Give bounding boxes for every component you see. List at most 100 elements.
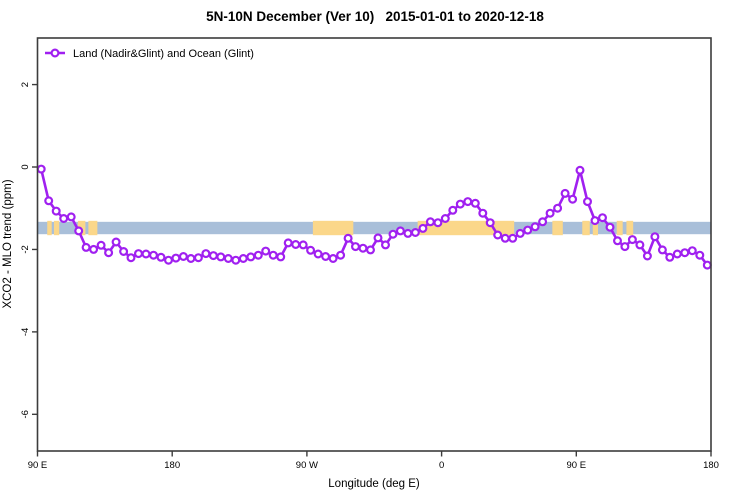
data-point	[418, 223, 428, 233]
data-point	[440, 214, 450, 224]
data-point	[433, 218, 443, 228]
land-segment	[47, 220, 52, 236]
data-point	[253, 250, 263, 260]
y-tick-label: -4	[20, 328, 31, 336]
data-point	[231, 255, 241, 265]
x-tick-label: 90 W	[296, 460, 318, 471]
chart-title: 5N-10N December (Ver 10) 2015-01-01 to 2…	[206, 9, 544, 24]
data-point	[313, 249, 323, 259]
data-point	[478, 208, 488, 218]
data-point	[500, 233, 510, 243]
data-point	[650, 232, 660, 242]
y-tick-label: -2	[20, 245, 31, 253]
data-point	[298, 240, 308, 250]
data-point	[358, 243, 368, 253]
data-point	[216, 252, 226, 262]
data-point	[485, 218, 495, 228]
data-point	[590, 216, 600, 226]
axes-layer: 90 E 180 90 W 0 90 E 180 2 0 -2 -4 -6	[20, 37, 719, 471]
x-tick-label: 0	[439, 460, 444, 471]
data-point	[560, 188, 570, 198]
data-point	[44, 196, 54, 206]
data-point	[66, 212, 76, 222]
data-point	[238, 254, 248, 264]
data-point	[672, 249, 682, 259]
data-point	[545, 208, 555, 218]
data-point	[351, 242, 361, 252]
land-segment	[53, 220, 60, 236]
y-tick-label: 0	[20, 164, 31, 169]
land-segment	[552, 220, 563, 236]
data-point	[104, 248, 114, 258]
data-point	[141, 249, 151, 259]
data-point	[223, 254, 233, 264]
data-point	[635, 240, 645, 250]
data-point	[373, 233, 383, 243]
data-point	[568, 194, 578, 204]
data-point	[268, 250, 278, 260]
data-point	[530, 222, 540, 232]
data-point	[687, 246, 697, 256]
data-point	[403, 228, 413, 238]
data-point	[597, 213, 607, 223]
data-point	[657, 245, 667, 255]
data-point	[156, 252, 166, 262]
data-point	[178, 252, 188, 262]
data-point	[36, 164, 46, 174]
data-point	[74, 226, 84, 236]
data-point	[642, 251, 652, 261]
legend-label: Land (Nadir&Glint) and Ocean (Glint)	[73, 48, 254, 60]
data-point	[553, 203, 563, 213]
data-point	[381, 240, 391, 250]
data-point	[515, 228, 525, 238]
plot-frame	[36, 37, 712, 452]
data-point	[246, 252, 256, 262]
data-point	[605, 222, 615, 232]
legend: Land (Nadir&Glint) and Ocean (Glint)	[45, 48, 254, 60]
x-tick-label: 180	[164, 460, 180, 471]
data-point	[493, 230, 503, 240]
data-point	[321, 252, 331, 262]
data-point	[470, 198, 480, 208]
data-point	[89, 244, 99, 254]
data-point	[455, 199, 465, 209]
data-point	[51, 206, 61, 216]
data-point	[208, 251, 218, 261]
data-point	[171, 253, 181, 263]
data-point	[665, 252, 675, 262]
data-point	[388, 229, 398, 239]
y-tick-label: 2	[20, 82, 31, 87]
land-segment	[616, 220, 623, 236]
data-point	[448, 205, 458, 215]
data-point	[283, 238, 293, 248]
data-point	[620, 242, 630, 252]
data-point	[425, 217, 435, 227]
data-point	[164, 255, 174, 265]
data-point	[366, 245, 376, 255]
x-tick-label: 90 E	[567, 460, 587, 471]
data-point	[81, 242, 91, 252]
data-point	[702, 260, 712, 270]
data-point	[186, 254, 196, 264]
data-point	[261, 246, 271, 256]
y-tick-label: -6	[20, 410, 31, 418]
y-axis-label: XCO2 - MLO trend (ppm)	[2, 179, 14, 308]
data-point	[59, 214, 69, 224]
data-point	[306, 245, 316, 255]
data-point	[126, 253, 136, 263]
data-point	[96, 240, 106, 250]
data-point	[201, 249, 211, 259]
land-segment	[592, 220, 599, 236]
data-point	[695, 250, 705, 260]
data-point	[523, 225, 533, 235]
data-series-layer	[36, 164, 712, 270]
data-point	[538, 217, 548, 227]
data-point	[336, 250, 346, 260]
land-segment	[88, 220, 98, 236]
data-point	[111, 237, 121, 247]
data-point	[193, 253, 203, 263]
data-point	[410, 228, 420, 238]
data-point	[395, 226, 405, 236]
